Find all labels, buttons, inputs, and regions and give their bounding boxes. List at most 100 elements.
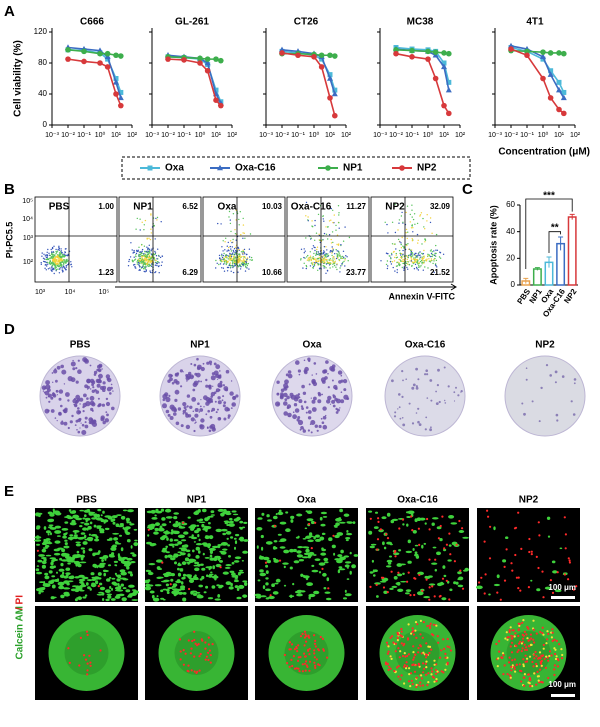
colony-dot [333,395,336,398]
dead-cell [87,663,89,665]
event-dot [325,254,326,255]
event-dot [155,252,156,253]
event-dot [325,246,326,247]
event-dot [435,263,436,264]
dead-cell [161,562,163,564]
live-cell [344,514,350,517]
colony-dot [217,396,220,399]
live-cell [413,548,415,551]
colony-dot [448,385,450,387]
event-dot [145,256,146,257]
event-dot [412,216,413,217]
live-cell [201,576,204,579]
dead-cell [391,658,393,660]
live-cell [402,523,404,525]
live-cell [91,572,95,575]
event-dot [399,259,400,260]
event-dot [243,250,244,251]
quadrant-value: 1.00 [98,202,114,211]
event-dot [339,255,340,256]
event-dot [149,259,150,260]
live-cell [346,530,348,533]
event-dot [415,257,416,258]
colony-dot [306,412,308,414]
event-dot [235,264,236,265]
event-dot [242,238,243,239]
event-dot [391,253,392,254]
event-dot [412,240,413,241]
live-cell [345,537,350,539]
live-cell [130,552,134,554]
live-cell [178,563,181,567]
live-cell [259,556,265,560]
panel-label: B [4,181,15,198]
colony-dot [49,386,51,388]
live-cell [74,576,80,578]
dead-cell [510,677,512,679]
event-dot [228,216,229,217]
x-tick-label: 10⁰ [195,131,206,139]
event-dot [158,256,159,257]
colony-dot [173,412,177,416]
event-dot [403,261,404,262]
event-dot [228,258,229,259]
live-cell [87,527,90,529]
live-cell [46,530,51,533]
y-tick-label: 40 [38,89,47,98]
event-dot [428,258,429,259]
dead-cell [552,632,554,634]
live-cell [196,543,202,545]
event-dot [217,263,218,264]
event-dot [420,261,421,262]
live-cell [215,598,221,600]
live-cell [345,590,347,593]
colony-dot [207,410,210,413]
colony-dot [555,381,557,383]
event-dot [431,258,432,259]
live-cell [187,562,190,565]
event-dot [419,215,420,216]
event-dot [223,257,224,258]
live-cell [194,577,198,580]
colony-dot [427,397,429,399]
event-dot [218,264,219,265]
event-dot [61,250,62,251]
colony-dot [85,417,88,420]
event-dot [63,266,64,267]
event-dot [334,214,335,215]
live-cell [210,555,213,558]
event-dot [239,258,240,259]
dead-cell [504,637,506,639]
event-dot [340,258,341,259]
colony-dot [424,373,426,375]
event-dot [416,259,417,260]
event-dot [228,267,229,268]
event-dot [342,256,343,257]
live-cell [239,570,243,572]
dead-cell [522,619,524,621]
dead-cell [538,521,540,523]
live-cell [170,579,173,582]
dead-cell [529,685,531,687]
colony-dot [50,397,53,400]
dead-cell [327,587,329,589]
event-dot [238,247,239,248]
live-cell [53,509,55,513]
live-cell [127,539,131,542]
event-dot [402,254,403,255]
live-cell [163,580,170,582]
event-dot [311,262,312,263]
event-dot [142,255,143,256]
live-cell [78,586,83,590]
event-dot [224,262,225,263]
live-cell [72,510,76,513]
data-point [279,50,285,56]
colony-dot [45,409,50,414]
dead-cell [525,633,527,635]
x-tick-label: 10⁰ [95,131,106,139]
event-dot [318,234,319,235]
dead-cell [412,630,414,632]
event-dot [341,263,342,264]
live-cell [234,580,239,582]
dead-cell [560,648,562,650]
